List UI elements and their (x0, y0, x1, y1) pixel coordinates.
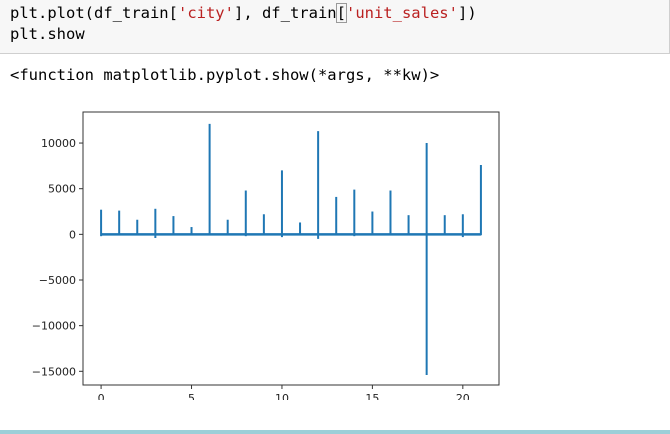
x-tick-label: 15 (365, 392, 379, 400)
x-tick-label: 5 (188, 392, 195, 400)
code-line-2[interactable]: plt.show (10, 25, 85, 43)
y-tick-label: 0 (69, 228, 76, 241)
plot-frame (82, 111, 500, 386)
code-line-1-suffix: ) (467, 4, 477, 22)
chart-series (100, 123, 482, 375)
code-line-1[interactable]: plt.plot(df_train['city'], df_train['uni… (10, 3, 477, 23)
code-string-unit-sales: 'unit_sales' (345, 4, 458, 22)
x-tick-label: 0 (98, 392, 105, 400)
cell-focus-bar (0, 430, 670, 434)
code-string-city: 'city' (177, 4, 234, 22)
chart-axes: −15000 −10000 −5000 0 5000 10000 0 5 10 15 20 (32, 137, 470, 400)
matched-bracket-open: [ (335, 3, 348, 23)
code-line-1-prefix: plt.plot(df_train[ (10, 4, 178, 22)
y-tick-label: −10000 (32, 320, 76, 333)
code-cell[interactable]: plt.plot(df_train['city'], df_train['uni… (0, 0, 670, 54)
cell-output-text: <function matplotlib.pyplot.show(*args, … (10, 66, 440, 84)
code-line-1-mid: ], df_train (233, 4, 337, 22)
y-tick-label: 10000 (41, 137, 76, 150)
y-tick-label: −5000 (39, 274, 76, 287)
y-tick-label: −15000 (32, 365, 76, 378)
matched-bracket-close: ] (457, 4, 468, 22)
line-chart: −15000 −10000 −5000 0 5000 10000 0 5 10 15 20 (32, 111, 500, 400)
x-tick-label: 20 (456, 392, 470, 400)
y-tick-label: 5000 (48, 183, 76, 196)
x-tick-label: 10 (275, 392, 289, 400)
